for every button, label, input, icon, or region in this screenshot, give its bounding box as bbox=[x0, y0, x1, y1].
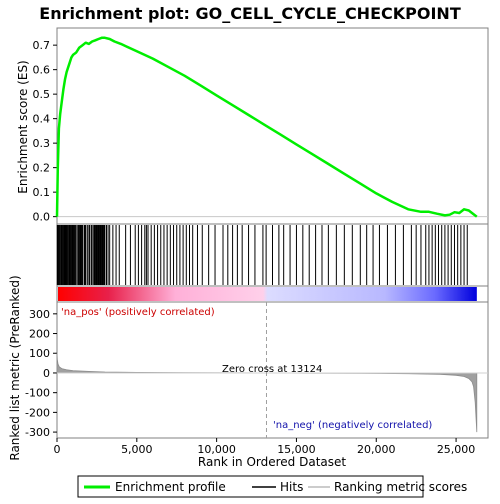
xtick-label: 0 bbox=[54, 443, 61, 456]
pos-correlated-label: 'na_pos' (positively correlated) bbox=[61, 307, 215, 318]
x-axis-label: Rank in Ordered Dataset bbox=[198, 455, 346, 469]
ranked-ytick-label: -200 bbox=[25, 406, 50, 419]
ranked-ytick-label: -300 bbox=[25, 426, 50, 439]
ranked-ytick-label: -100 bbox=[25, 387, 50, 400]
zero-cross-label: Zero cross at 13124 bbox=[222, 364, 322, 375]
es-axis-ticks: 0.0 0.1 0.2 0.3 0.4 0.5 0.6 0.7 bbox=[33, 39, 488, 224]
es-ytick-label: 0.1 bbox=[33, 186, 51, 199]
ranked-panel-frame bbox=[56, 301, 489, 439]
legend: Enrichment profile Hits Ranking metric s… bbox=[77, 475, 467, 498]
legend-label-ranking: Ranking metric scores bbox=[334, 480, 467, 494]
es-ytick-label: 0.0 bbox=[33, 211, 51, 224]
es-axis-label: Enrichment score (ES) bbox=[16, 60, 30, 193]
es-ytick-label: 0.7 bbox=[33, 39, 51, 52]
es-ytick-label: 0.2 bbox=[33, 162, 51, 175]
chart-title: Enrichment plot: GO_CELL_CYCLE_CHECKPOIN… bbox=[39, 4, 461, 23]
xtick-label: 15,000 bbox=[277, 443, 316, 456]
ranked-axis-label: Ranked list metric (PreRanked) bbox=[8, 275, 22, 460]
xtick-label: 5,000 bbox=[121, 443, 153, 456]
legend-box bbox=[77, 475, 424, 498]
hits-layer bbox=[56, 225, 468, 285]
ranked-ytick-label: 300 bbox=[29, 308, 50, 321]
xtick-label: 20,000 bbox=[357, 443, 396, 456]
es-ytick-label: 0.4 bbox=[33, 113, 51, 126]
es-ytick-label: 0.5 bbox=[33, 88, 51, 101]
es-curve-layer bbox=[55, 36, 478, 218]
legend-label-enrichment: Enrichment profile bbox=[115, 480, 226, 494]
x-axis-ticks: 0 5,000 10,000 15,000 20,000 25,000 bbox=[54, 438, 476, 456]
es-ytick-label: 0.3 bbox=[33, 137, 51, 150]
enrichment-profile-line bbox=[55, 36, 478, 218]
ranked-ytick-label: 0 bbox=[43, 367, 50, 380]
rank-gradient-bar bbox=[58, 287, 477, 301]
es-ytick-label: 0.6 bbox=[33, 64, 51, 77]
xtick-label: 10,000 bbox=[197, 443, 236, 456]
ranked-axis-ticks: 300 200 100 0 -100 -200 -300 bbox=[25, 308, 57, 439]
es-panel-frame bbox=[56, 27, 489, 225]
ranked-ytick-label: 100 bbox=[29, 347, 50, 360]
ranked-ytick-label: 200 bbox=[29, 328, 50, 341]
xtick-label: 25,000 bbox=[437, 443, 476, 456]
ranked-metric-layer bbox=[56, 302, 488, 438]
neg-correlated-label: 'na_neg' (negatively correlated) bbox=[273, 420, 432, 431]
legend-label-hits: Hits bbox=[280, 480, 303, 494]
